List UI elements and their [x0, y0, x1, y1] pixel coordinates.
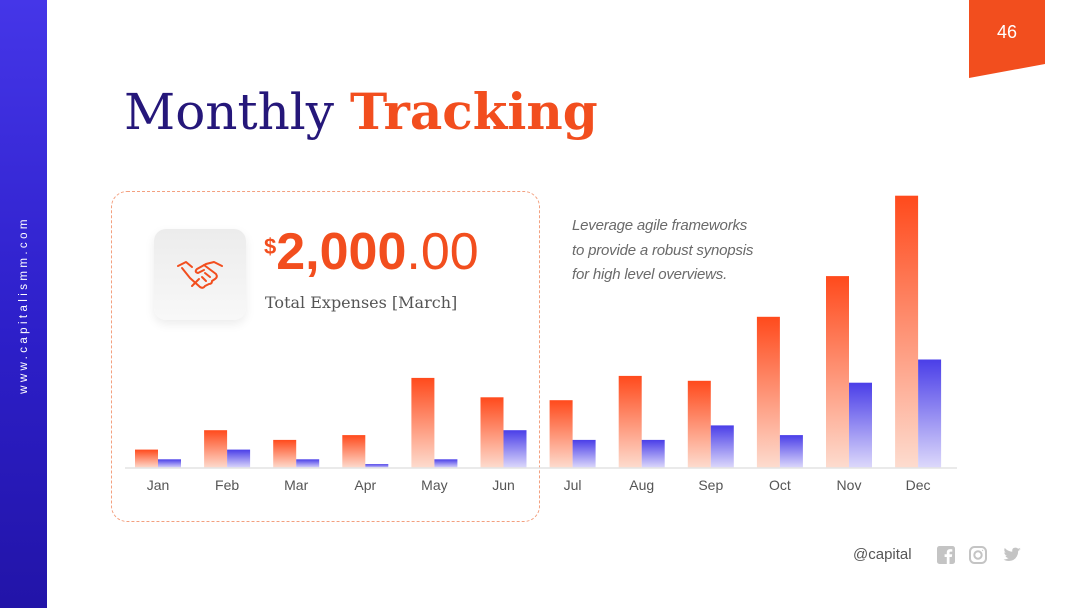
handshake-icon: [177, 260, 223, 289]
bar-may-series-1: [411, 377, 435, 468]
bar-oct-series-2: [779, 435, 803, 468]
handshake-icon-box: [154, 229, 246, 320]
bar-feb-series-1: [204, 430, 228, 468]
title-main: Monthly: [124, 83, 335, 141]
bar-mar-series-1: [273, 439, 297, 468]
x-tick-label: Apr: [354, 477, 376, 493]
bar-may-series-2: [434, 459, 458, 468]
bar-jun-series-1: [480, 397, 504, 468]
page-number-flag: 46: [969, 0, 1045, 78]
bar-jun-series-2: [503, 430, 527, 468]
bar-nov-series-1: [826, 276, 849, 468]
x-tick-label: Jun: [492, 477, 515, 493]
bar-sep-series-1: [687, 380, 711, 468]
x-tick-label: May: [421, 477, 447, 493]
description-text: Leverage agile frameworks to provide a r…: [572, 217, 754, 283]
bar-dec-series-2: [918, 359, 942, 468]
instagram-icon[interactable]: [968, 545, 988, 565]
x-tick-label: Jul: [564, 477, 582, 493]
summary-card: [111, 191, 540, 522]
bar-aug-series-2: [641, 439, 665, 468]
bar-apr-series-2: [365, 464, 389, 468]
x-tick-label: Sep: [698, 477, 723, 493]
bar-jan-series-2: [158, 459, 181, 468]
bar-feb-series-2: [227, 449, 251, 468]
twitter-icon[interactable]: [1002, 545, 1022, 565]
title-accent: Tracking: [349, 82, 598, 141]
bar-oct-series-1: [756, 316, 780, 468]
bar-jul-series-1: [549, 400, 573, 468]
page-title: Monthly Tracking: [124, 82, 598, 142]
x-tick-label: Mar: [284, 477, 308, 493]
bar-nov-series-2: [849, 382, 872, 468]
page-number: 46: [996, 22, 1018, 42]
amount-decimal: .00: [406, 223, 479, 281]
total-amount: $2,000.00: [264, 226, 479, 278]
bar-apr-series-1: [342, 435, 366, 468]
social-handle: @capital: [853, 546, 912, 563]
amount-integer: 2,000: [276, 223, 407, 281]
x-tick-label: Feb: [215, 477, 239, 493]
bar-jan-series-1: [135, 449, 158, 468]
x-tick-label: Dec: [906, 477, 931, 493]
bar-mar-series-2: [296, 459, 320, 468]
x-tick-label: Nov: [837, 477, 862, 493]
sidebar: www.capitalismm.com: [0, 0, 47, 608]
bar-sep-series-2: [710, 425, 734, 468]
x-tick-label: Jan: [147, 477, 170, 493]
amount-label: Total Expenses [March]: [265, 293, 458, 312]
amount-currency: $: [264, 234, 277, 259]
x-tick-label: Oct: [769, 477, 791, 493]
x-tick-label: Aug: [629, 477, 654, 493]
bar-jul-series-2: [572, 439, 596, 468]
bar-aug-series-1: [618, 375, 642, 468]
facebook-icon[interactable]: [936, 545, 956, 565]
bar-dec-series-1: [895, 195, 919, 468]
